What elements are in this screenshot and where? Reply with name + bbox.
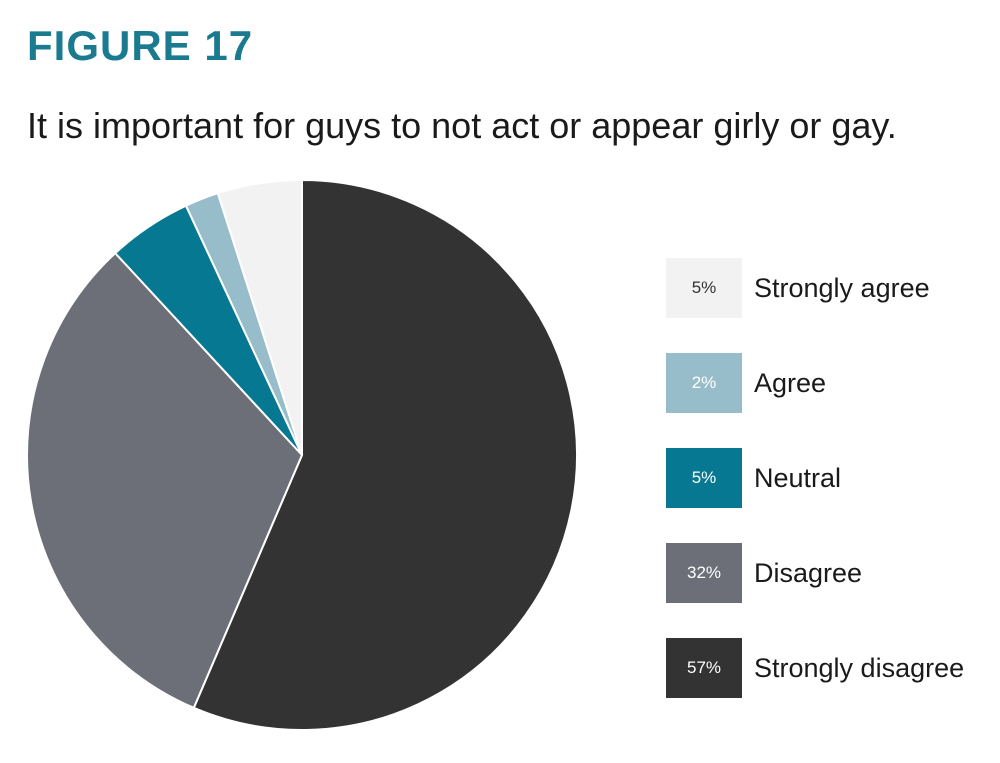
pie-slice-disagree — [26, 251, 304, 710]
legend-swatch-agree: 2% — [666, 353, 742, 413]
pie-slice-strongly-agree — [216, 178, 303, 456]
pie-slice-strongly-disagree — [192, 178, 578, 731]
legend-label-strongly-agree: Strongly agree — [754, 273, 930, 303]
legend-item-strongly-disagree: 57% Strongly disagree — [666, 638, 996, 698]
legend-label-disagree: Disagree — [754, 558, 863, 588]
legend-swatch-neutral: 5% — [666, 448, 742, 508]
legend-item-strongly-agree: 5% Strongly agree — [666, 258, 996, 318]
legend-label-agree: Agree — [754, 368, 827, 398]
legend-swatch-disagree: 32% — [666, 543, 742, 603]
legend-label-strongly-disagree: Strongly disagree — [754, 653, 965, 683]
legend-swatch-strongly-agree: 5% — [666, 258, 742, 318]
legend-label-neutral: Neutral — [754, 463, 842, 493]
chart-title: It is important for guys to not act or a… — [27, 105, 897, 146]
legend-item-agree: 2% Agree — [666, 353, 996, 413]
legend-item-disagree: 32% Disagree — [666, 543, 996, 603]
figure-label: FIGURE 17 — [27, 22, 254, 69]
legend-item-neutral: 5% Neutral — [666, 448, 996, 508]
legend-swatch-strongly-disagree: 57% — [666, 638, 742, 698]
